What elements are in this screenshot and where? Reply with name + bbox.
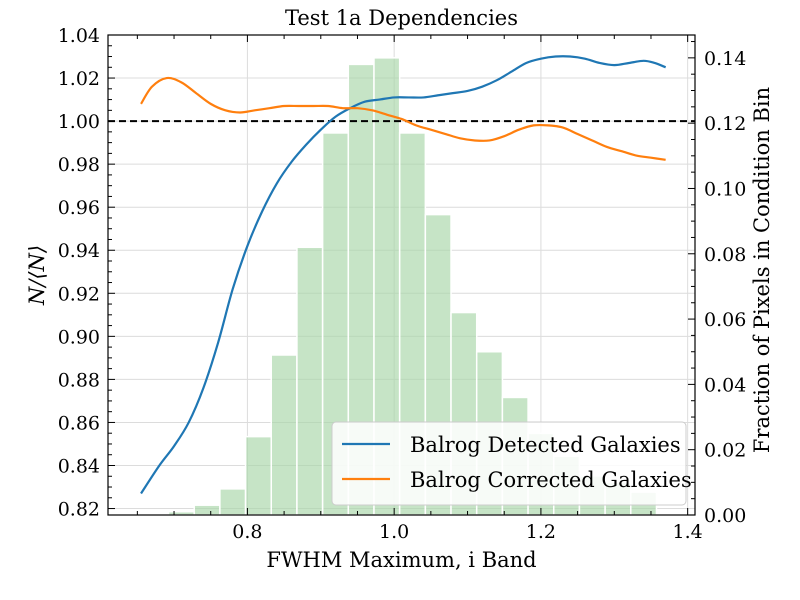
y-tick-label: 1.04 — [58, 25, 100, 47]
legend-box — [331, 421, 687, 506]
y2-tick-label: 0.12 — [704, 113, 746, 135]
y-tick-label: 0.92 — [58, 283, 100, 305]
x-tick-label: 1.0 — [379, 521, 409, 543]
y2-tick-label: 0.08 — [704, 244, 746, 266]
y2-tick-label: 0.04 — [704, 374, 746, 396]
y-tick-label: 0.82 — [58, 499, 100, 521]
plot-frame — [107, 34, 696, 516]
y-tick-label: 0.98 — [58, 154, 100, 176]
y-tick-label: 0.94 — [58, 240, 100, 262]
y2-tick-label: 0.02 — [704, 440, 746, 462]
y-axis-title: N/⟨N⟩ — [25, 245, 49, 306]
legend-label: Balrog Detected Galaxies — [410, 433, 681, 457]
y-tick-label: 1.02 — [58, 68, 100, 90]
histogram-bar — [296, 246, 324, 516]
y-tick-label: 0.86 — [58, 412, 100, 434]
right-axis-title: Fraction of Pixels in Condition Bin — [750, 87, 774, 453]
histogram-bar — [193, 504, 221, 516]
series-lines — [140, 55, 667, 495]
histogram-bar — [270, 354, 298, 516]
y-tick-label: 0.84 — [58, 455, 100, 477]
y-tick-label: 1.00 — [58, 111, 100, 133]
y-tick-label: 0.96 — [58, 197, 100, 219]
x-tick-label: 0.8 — [232, 521, 262, 543]
y2-tick-label: 0.00 — [704, 505, 746, 527]
series-line-corrected — [140, 76, 666, 161]
legend: Balrog Detected Galaxies Balrog Corrected… — [331, 421, 692, 506]
axis-ticks: 0.8 1.0 1.2 1.4 0.82 0.84 0.86 0.88 0.90 0.92 0.94… — [58, 25, 747, 543]
legend-label: Balrog Corrected Galaxies — [410, 468, 692, 492]
x-axis-title: FWHM Maximum, i Band — [266, 548, 536, 572]
y2-tick-label: 0.14 — [704, 48, 746, 70]
histogram-bar — [244, 435, 273, 516]
x-tick-label: 1.4 — [673, 521, 703, 543]
y-tick-label: 0.88 — [58, 369, 100, 391]
chart-title: Test 1a Dependencies — [285, 6, 518, 30]
y-tick-label: 0.90 — [58, 326, 100, 348]
series-line-detected — [140, 55, 667, 495]
histogram-bar — [219, 488, 247, 516]
y2-tick-label: 0.10 — [704, 178, 746, 200]
x-tick-label: 1.2 — [526, 521, 556, 543]
y2-tick-label: 0.06 — [704, 309, 746, 331]
